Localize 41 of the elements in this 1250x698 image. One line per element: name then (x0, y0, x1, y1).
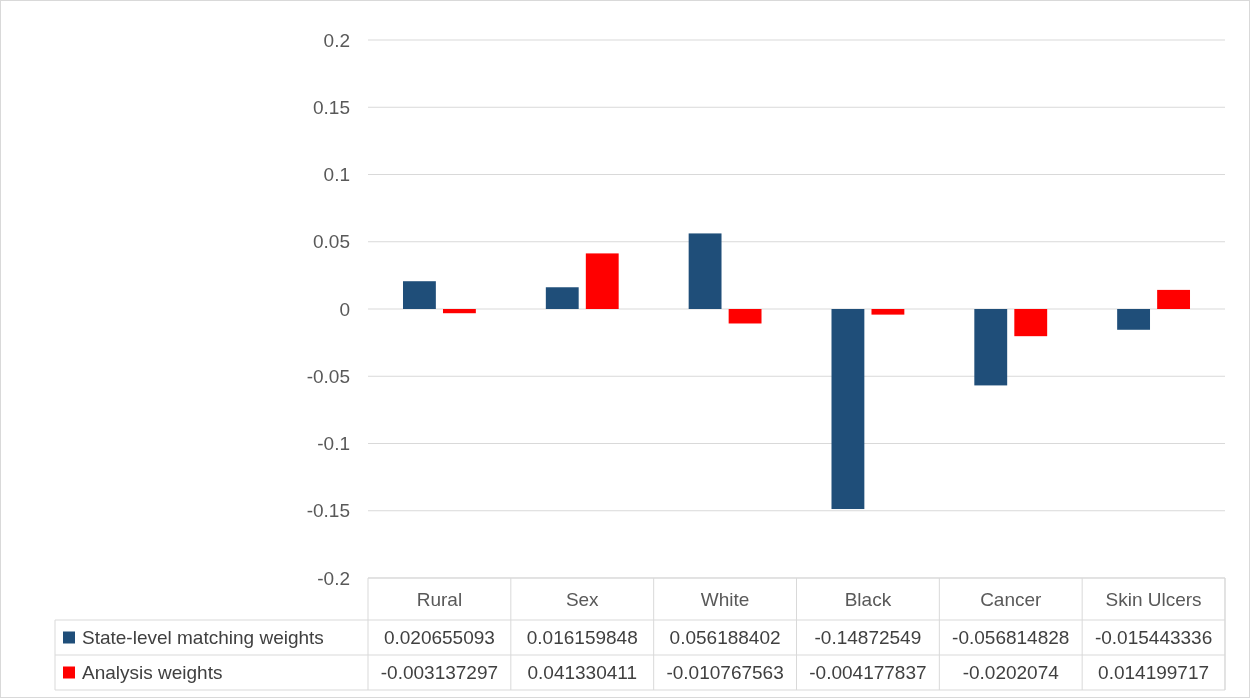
legend-label: State-level matching weights (82, 627, 324, 649)
data-label: 0.014199717 (1098, 662, 1210, 684)
data-label: 0.016159848 (526, 627, 638, 649)
data-label: -0.015443336 (1094, 627, 1213, 649)
data-label: -0.14872549 (814, 627, 922, 649)
legend-label: Analysis weights (82, 662, 223, 684)
bar (688, 233, 722, 309)
x-tick-label: Cancer (980, 588, 1043, 610)
y-tick-label: 0.2 (323, 29, 350, 51)
y-tick-label: 0.15 (313, 96, 350, 118)
bar (831, 309, 865, 510)
data-label: -0.003137297 (380, 662, 499, 684)
bar (442, 309, 476, 314)
bar (1117, 309, 1151, 330)
x-tick-label: White (700, 588, 750, 610)
y-tick-label: -0.05 (306, 365, 350, 387)
data-label: -0.0202074 (962, 662, 1060, 684)
x-tick-label: Rural (416, 588, 463, 610)
x-tick-label: Black (844, 588, 892, 610)
y-tick-label: 0.05 (313, 231, 350, 253)
x-tick-label: Sex (565, 588, 600, 610)
bar (402, 281, 436, 309)
bar (974, 309, 1008, 386)
bar (585, 253, 619, 309)
bar (728, 309, 762, 324)
data-label: -0.056814828 (952, 627, 1070, 649)
y-tick-label: 0.1 (323, 164, 350, 186)
data-label: 0.020655093 (383, 627, 495, 649)
bar (1157, 289, 1190, 309)
y-tick-label: 0 (339, 298, 350, 320)
y-tick-label: -0.15 (306, 500, 350, 522)
bar (871, 309, 905, 315)
y-tick-label: -0.2 (317, 567, 350, 589)
bar (545, 287, 579, 309)
x-tick-label: Skin Ulcers (1105, 588, 1202, 610)
y-tick-label: -0.1 (317, 433, 350, 455)
bar (1014, 309, 1048, 337)
data-label: -0.004177837 (809, 662, 927, 684)
data-label: -0.010767563 (666, 662, 784, 684)
data-label: 0.041330411 (527, 662, 638, 684)
data-label: 0.056188402 (669, 627, 781, 649)
